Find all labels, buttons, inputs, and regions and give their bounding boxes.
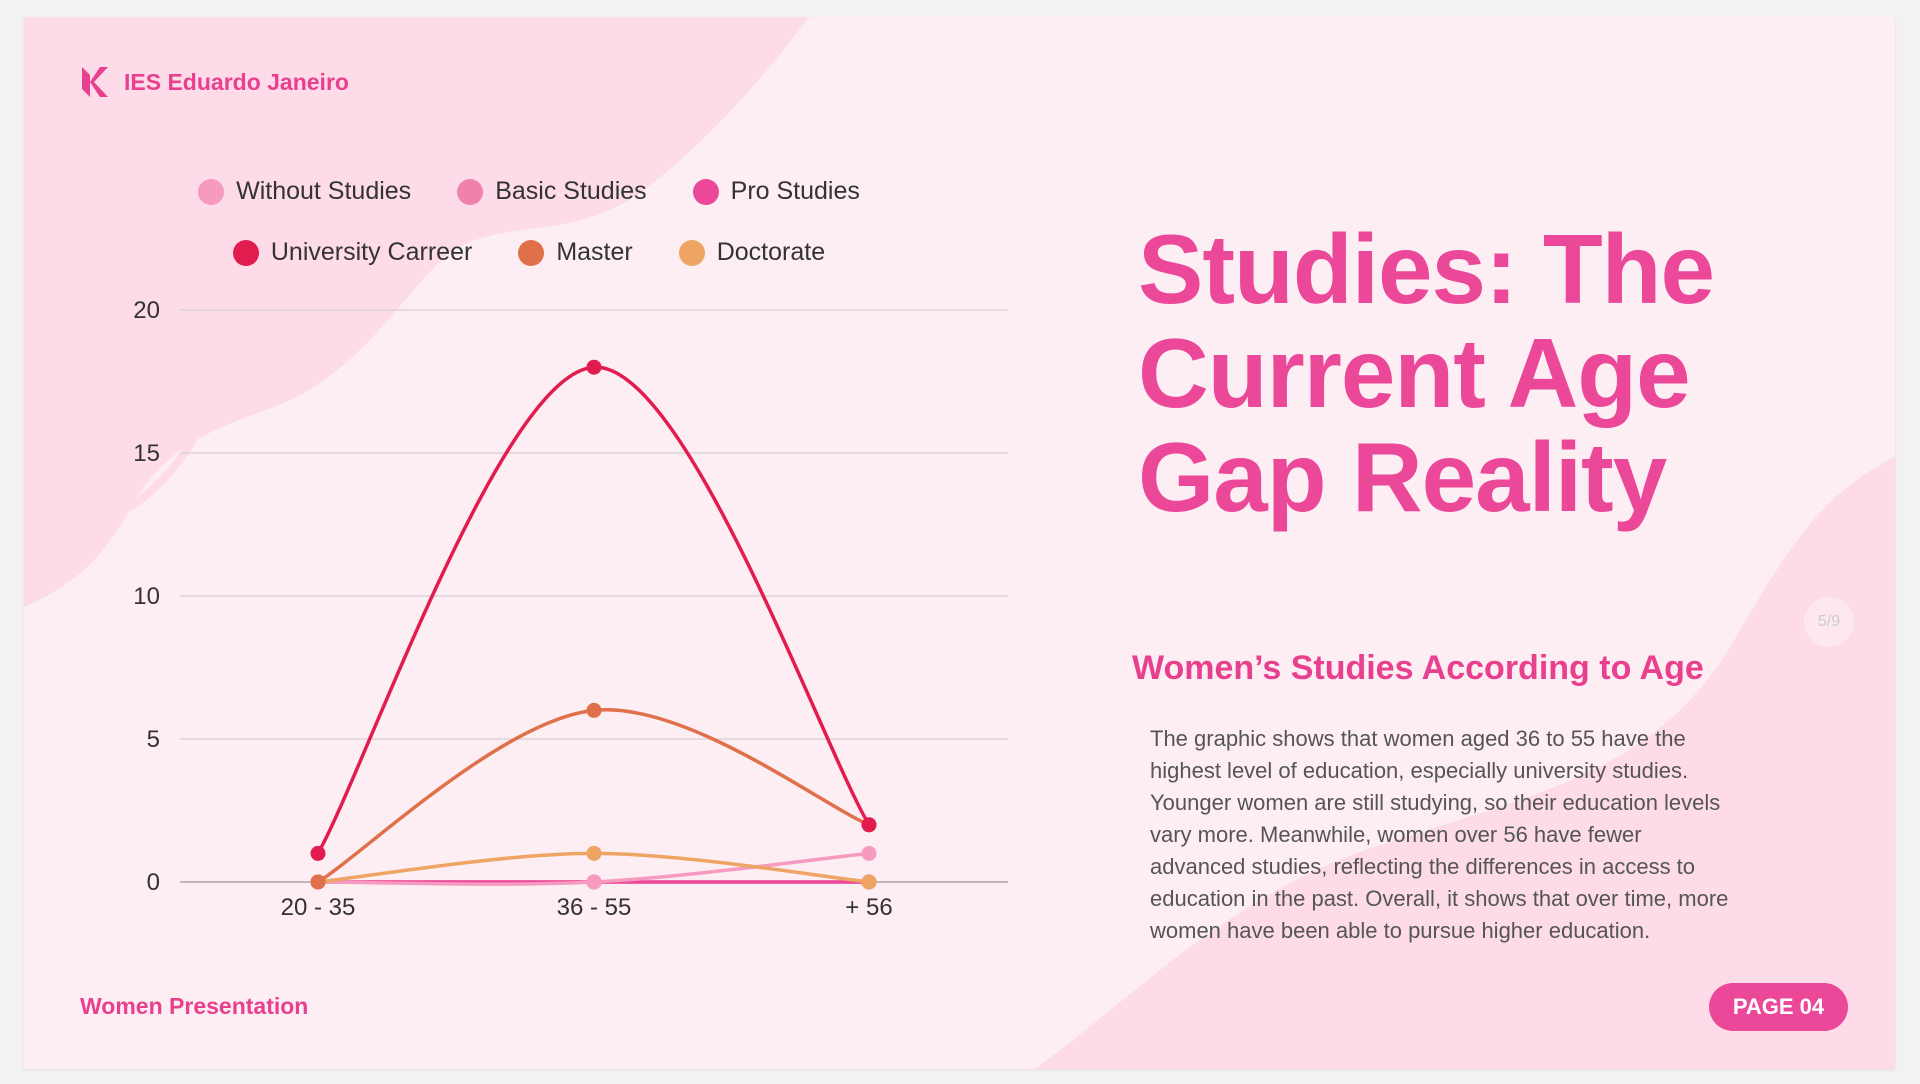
legend-swatch-icon [518,239,545,266]
y-tick-label: 15 [133,440,160,467]
x-tick-label: + 56 [845,894,892,921]
legend-row: University Carreer Master Doctorate [24,238,1024,267]
legend-item: Master [518,238,633,267]
chart-legend: Without Studies Basic Studies Pro Studies … [24,177,1024,299]
slide-counter[interactable]: 5/9 [1804,597,1854,647]
logo-text: IES Eduardo Janeiro [124,68,349,95]
legend-label: University Carreer [270,238,473,266]
legend-swatch-icon [692,178,719,205]
y-tick-label: 10 [133,583,160,610]
legend-item: Doctorate [678,238,826,267]
description-text: The graphic shows that women aged 36 to … [1150,726,1729,943]
legend-label: Basic Studies [495,177,647,205]
data-point [586,845,602,861]
y-tick-label: 20 [133,297,160,324]
series-line-university-carreer [316,365,871,855]
legend-label: Master [556,238,633,266]
data-point [310,845,326,861]
logo: IES Eduardo Janeiro [80,65,349,99]
legend-label: Pro Studies [730,177,860,205]
y-tick-label: 0 [147,869,160,896]
legend-row: Without Studies Basic Studies Pro Studies [24,177,1024,206]
legend-swatch-icon [457,178,484,205]
legend-swatch-icon [232,239,259,266]
section-subtitle: Women’s Studies According to Age [1132,649,1704,687]
legend-item: Without Studies [198,177,411,206]
line-chart: 0 5 10 15 20 20 - 35 36 - 55 + 56 [133,297,1008,921]
legend-label: Without Studies [236,177,412,205]
data-point [586,702,602,718]
data-point [861,874,877,890]
x-tick-label: 20 - 35 [281,894,356,921]
legend-swatch-icon [678,239,705,266]
legend-item: Pro Studies [692,177,860,206]
legend-item: Basic Studies [457,177,647,206]
x-tick-label: 36 - 55 [557,894,632,921]
data-point [586,359,602,375]
data-point [861,817,877,833]
data-point [310,874,326,890]
legend-item: University Carreer [232,238,473,267]
data-point [586,874,602,890]
background-blobs [24,17,1895,1069]
legend-label: Doctorate [716,238,826,266]
y-tick-label: 5 [147,726,160,753]
logo-icon [82,67,108,97]
data-point [861,845,877,861]
page-title: Studies: The Current Age Gap Reality [1138,214,1715,532]
page-number-badge: PAGE 04 [1709,983,1848,1031]
footer-label: Women Presentation [80,993,309,1019]
slide: IES Eduardo Janeiro Without Studies Basic… [24,17,1895,1069]
legend-swatch-icon [198,178,225,205]
